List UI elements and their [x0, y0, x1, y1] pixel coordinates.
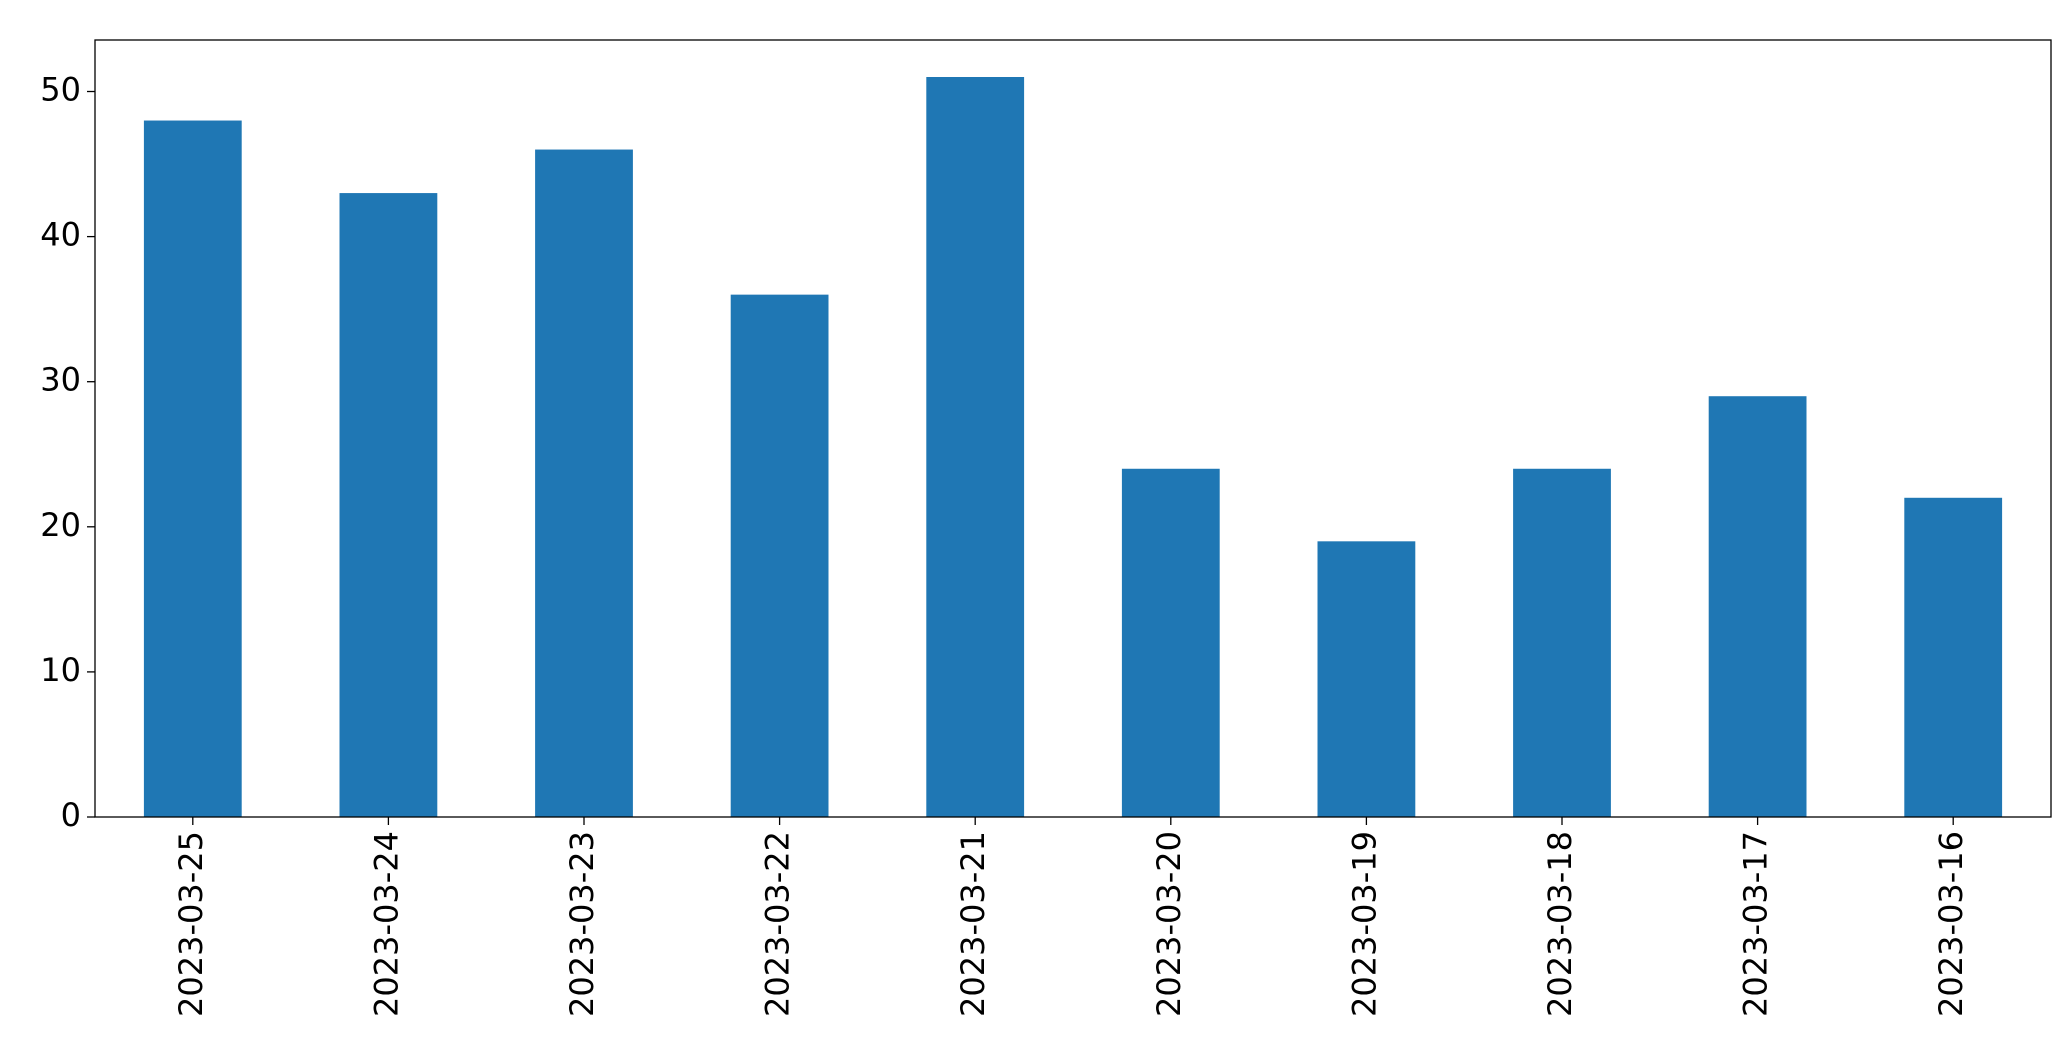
x-tick-label: 2023-03-17: [1737, 831, 1775, 1017]
y-tick-label: 30: [40, 361, 81, 399]
x-tick-label: 2023-03-22: [759, 831, 797, 1017]
x-tick-label: 2023-03-23: [563, 831, 601, 1017]
y-tick-label: 40: [40, 216, 81, 254]
bar: [1121, 468, 1220, 817]
bar: [143, 120, 242, 817]
x-tick-label: 2023-03-19: [1345, 831, 1383, 1017]
bar: [535, 149, 633, 818]
x-tick-label: 2023-03-25: [172, 831, 210, 1017]
x-tick-label: 2023-03-20: [1150, 831, 1188, 1017]
bar: [339, 193, 438, 817]
x-tick-label: 2023-03-24: [367, 831, 405, 1017]
y-tick-label: 0: [61, 796, 81, 834]
y-tick-label: 20: [40, 506, 81, 544]
x-tick-label: 2023-03-18: [1541, 831, 1579, 1017]
bar: [1513, 468, 1611, 817]
bar: [1317, 541, 1416, 817]
plot-frame: [94, 39, 2052, 818]
bar: [1708, 396, 1807, 817]
bar: [1904, 497, 2003, 817]
bar: [926, 77, 1025, 817]
y-tick-label: 10: [40, 651, 81, 689]
y-tick-label: 50: [40, 71, 81, 109]
x-tick-label: 2023-03-21: [954, 831, 992, 1017]
bar: [730, 294, 829, 817]
x-tick-label: 2023-03-16: [1932, 831, 1970, 1017]
